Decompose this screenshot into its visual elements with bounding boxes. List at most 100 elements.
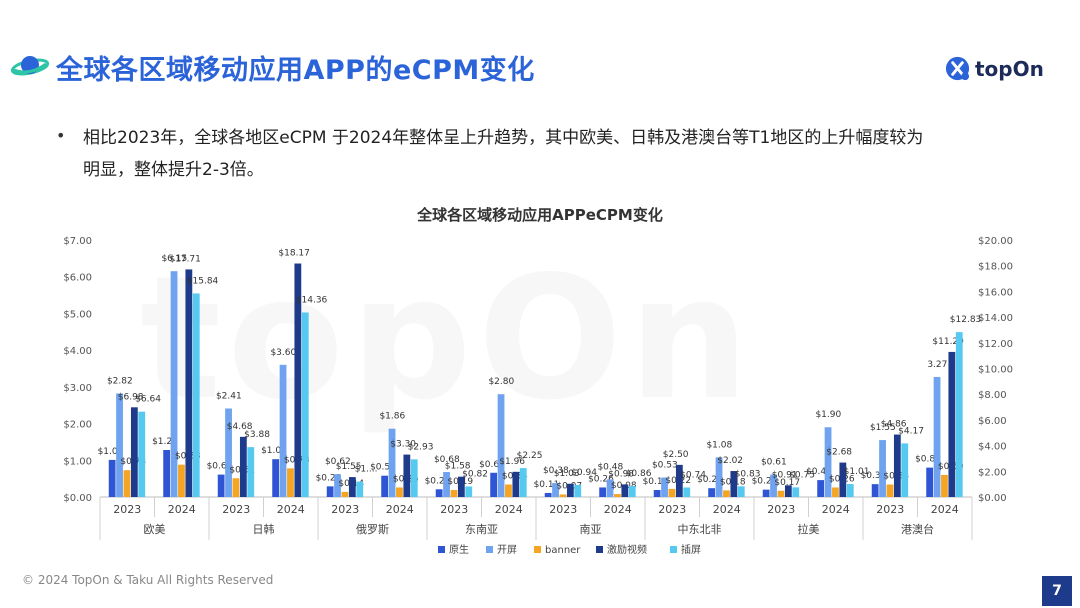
brand-logo: topOn [944,55,1044,82]
bullet-dot: • [56,126,66,145]
data-label: $1.86 [379,412,405,422]
bar-banner [777,490,785,497]
bar-原生 [108,459,116,497]
y-right-tick-label: $14.00 [978,313,1013,324]
data-label: $0.46 [806,467,832,477]
data-label: $1.55 [870,423,896,433]
data-label: $14.36 [296,295,328,305]
region-label: 中东北非 [678,523,722,536]
bar-原生 [871,484,879,497]
bar-banner [886,484,894,497]
bar-开屏 [715,457,723,497]
region-label: 东南亚 [465,523,498,536]
data-label: $4.17 [898,426,924,436]
y-right-tick-label: $18.00 [978,262,1013,273]
data-label: $0.35 [861,471,887,481]
data-label: $17.71 [169,254,201,264]
data-label: $0.82 [462,469,488,479]
bar-原生 [708,488,716,497]
bar-开屏 [443,472,450,497]
data-label: $0.53 [652,461,678,471]
y-right-tick-label: $6.00 [978,416,1007,427]
data-label: $0.94 [571,468,597,478]
bar-banner [614,494,621,497]
data-label: $0.29 [316,473,342,483]
data-label: $0.86 [626,469,652,479]
bar-插屏 [465,486,473,497]
legend-label: 插屏 [681,543,701,556]
bar-开屏 [552,483,559,497]
summary-text: 相比2023年，全球各地区eCPM 于2024年整体呈上升趋势，其中欧美、日韩及… [83,122,983,186]
bar-开屏 [279,364,287,497]
bar-banner [123,470,131,497]
brand-text: topOn [975,56,1044,81]
bar-banner [287,468,294,497]
year-label: 2024 [495,503,523,516]
year-label: 2024 [822,503,850,516]
bar-原生 [926,467,934,497]
data-label: $4.86 [881,420,907,430]
y-right-tick-label: $10.00 [978,365,1013,376]
bar-原生 [599,487,607,497]
y-left-tick-label: $0.00 [63,493,92,504]
data-label: $4.68 [227,422,253,432]
region-label: 欧美 [144,523,166,536]
data-label: $0.48 [597,462,623,472]
bar-激励视频 [294,263,302,497]
chart-title: 全球各区域移动应用APPeCPM变化 [417,206,663,224]
bar-插屏 [846,484,854,497]
bar-插屏 [901,443,909,497]
bar-banner [941,474,948,497]
bar-开屏 [661,477,668,497]
bar-激励视频 [566,483,574,497]
data-label: $6.64 [135,395,161,405]
bar-激励视频 [893,434,901,497]
bar-原生 [817,480,825,497]
bar-激励视频 [239,436,247,497]
data-label: 3.27 [927,360,947,370]
y-left-tick-label: $2.00 [63,420,92,431]
data-label: $0.24 [697,475,723,485]
data-label: $0.75 [789,470,815,480]
data-label: $0.91 [772,470,798,480]
data-label: $0.20 [752,477,778,487]
bar-激励视频 [130,407,138,497]
legend-label: banner [545,545,581,556]
region-label: 日韩 [253,522,275,536]
page-title: 全球各区域移动应用APP的eCPM变化 [56,55,535,86]
data-label: $15.84 [187,276,219,286]
bar-开屏 [824,427,832,497]
data-label: $6.15 [161,254,187,264]
y-left-tick-label: $1.00 [63,456,92,467]
bar-插屏 [792,487,800,497]
bar-原生 [435,489,443,497]
year-label: 2024 [604,503,632,516]
bar-激励视频 [403,454,411,497]
data-label: $2.41 [216,392,242,402]
data-label: $1.58 [445,462,471,472]
legend-swatch-开屏 [486,546,493,553]
data-label: $1.... [355,465,378,475]
data-label: $2.25 [517,451,543,461]
data-label: $2.68 [826,448,852,458]
year-label: 2023 [767,503,795,516]
data-label: $6.98 [118,392,144,402]
data-label: $0.58 [370,463,396,473]
data-label: $1.01 [98,447,124,457]
data-label: $2.82 [107,376,133,386]
y-right-tick-label: $0.00 [978,493,1007,504]
data-label: $0.83 [735,469,761,479]
bar-banner [559,494,567,497]
data-label: $18.17 [278,249,310,259]
y-left-tick-label: $6.00 [63,273,92,284]
bar-banner [178,464,185,497]
bar-插屏 [574,484,582,497]
data-label: $1.55 [336,462,362,472]
y-right-tick-label: $20.00 [978,236,1013,247]
bar-原生 [272,459,280,497]
data-label: $1.28 [152,437,178,447]
legend-swatch-插屏 [670,546,677,553]
data-label: $0.19 [643,477,669,487]
y-left-tick-label: $4.00 [63,346,92,357]
